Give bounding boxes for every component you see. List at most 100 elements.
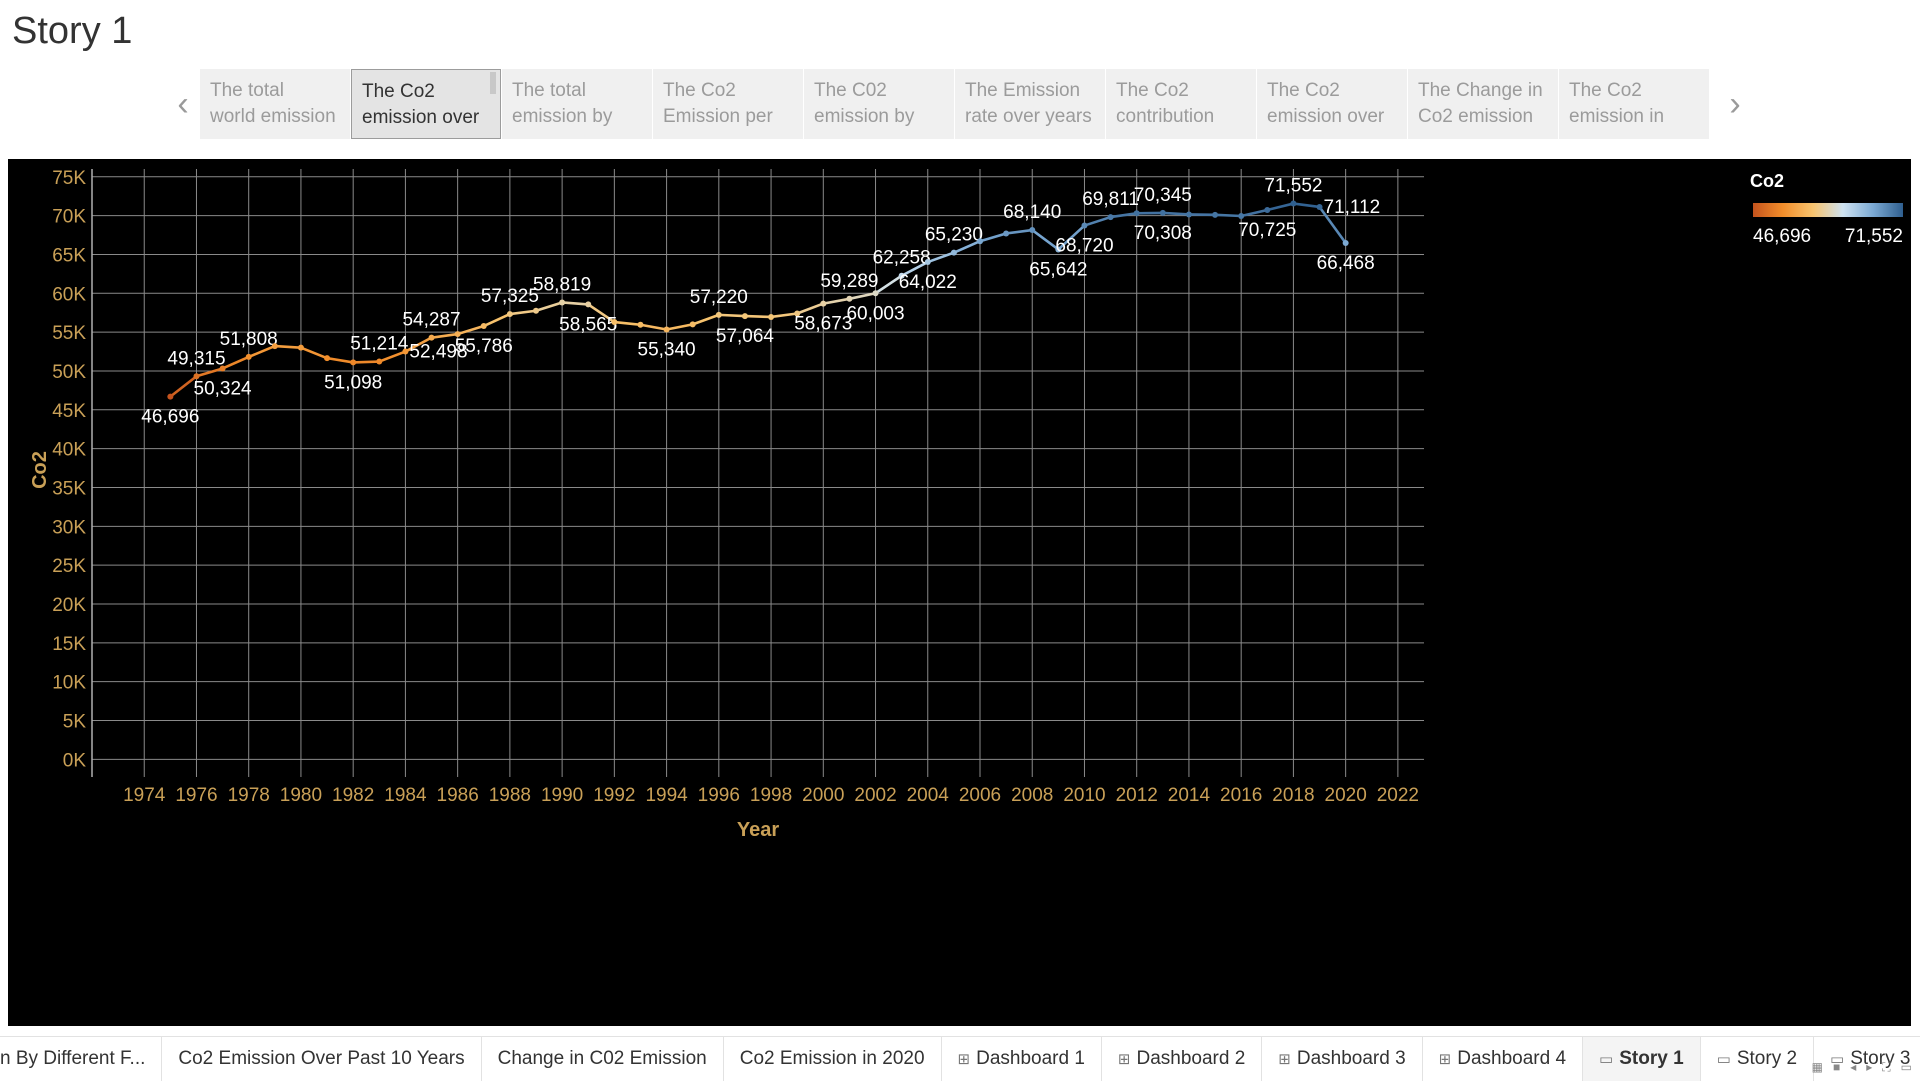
data-point[interactable] <box>1212 212 1218 218</box>
data-point[interactable] <box>1317 204 1323 210</box>
legend-color-ramp <box>1753 203 1903 217</box>
story-icon: ▭ <box>1717 1050 1731 1068</box>
co2-line-chart[interactable]: 75K70K65K60K55K50K45K40K35K30K25K20K15K1… <box>8 159 1911 1026</box>
data-point[interactable] <box>1186 211 1192 217</box>
data-point[interactable] <box>873 290 879 296</box>
data-label: 60,003 <box>846 303 904 324</box>
data-point[interactable] <box>716 312 722 318</box>
data-point[interactable] <box>1290 201 1296 207</box>
data-point[interactable] <box>742 313 748 319</box>
data-point[interactable] <box>481 323 487 329</box>
data-point[interactable] <box>637 322 643 328</box>
data-point[interactable] <box>846 296 852 302</box>
x-tick-label: 2002 <box>854 785 896 806</box>
previous-story-point-button[interactable]: ‹ <box>168 84 198 124</box>
data-label: 51,098 <box>324 372 382 393</box>
present-icon[interactable]: ▭ <box>1901 1060 1912 1075</box>
data-point[interactable] <box>1081 223 1087 229</box>
sheet-tab-7[interactable]: ⊞ Dashboard 3 <box>1262 1037 1422 1081</box>
story-point-2[interactable]: The Co2 emission over <box>351 69 501 139</box>
data-point[interactable] <box>220 365 226 371</box>
sheet-tab-9[interactable]: ▭Story 1 <box>1583 1037 1701 1081</box>
y-tick-label: 5K <box>63 712 87 733</box>
sheet-tab-2[interactable]: Co2 Emission Over Past 10 Years <box>162 1037 481 1081</box>
dashboard-icon: ⊞ <box>1278 1050 1291 1068</box>
sheet-tab-label: Dashboard 4 <box>1457 1048 1566 1070</box>
story-point-5[interactable]: The C02 emission by <box>804 69 954 139</box>
data-point[interactable] <box>429 335 435 341</box>
data-point[interactable] <box>246 354 252 360</box>
story-point-1[interactable]: The total world emission <box>200 69 350 139</box>
story-point-10[interactable]: The Co2 emission in <box>1559 69 1709 139</box>
story-point-7[interactable]: The Co2 contribution <box>1106 69 1256 139</box>
data-point[interactable] <box>1264 207 1270 213</box>
data-label: 51,214 <box>350 334 409 355</box>
data-point[interactable] <box>585 301 591 307</box>
data-point[interactable] <box>272 343 278 349</box>
data-point[interactable] <box>1238 213 1244 219</box>
sheet-tab-1[interactable]: n By Different F... <box>0 1037 162 1081</box>
data-point[interactable] <box>664 326 670 332</box>
sheet-tab-4[interactable]: Co2 Emission in 2020 <box>724 1037 942 1081</box>
data-point[interactable] <box>925 259 931 265</box>
series-line-segment <box>640 325 666 330</box>
data-point[interactable] <box>951 250 957 256</box>
data-point[interactable] <box>1108 214 1114 220</box>
series-line-segment <box>693 315 719 324</box>
filmstrip-icon[interactable]: ■ <box>1833 1060 1840 1075</box>
series-line-segment <box>536 302 562 310</box>
data-point[interactable] <box>1029 227 1035 233</box>
sheet-tab-5[interactable]: ⊞Dashboard 1 <box>942 1037 1102 1081</box>
data-point[interactable] <box>559 299 565 305</box>
data-point[interactable] <box>507 311 513 317</box>
legend-min-label: 46,696 <box>1753 226 1811 247</box>
data-point[interactable] <box>533 308 539 314</box>
sheet-tab-8[interactable]: ⊞Dashboard 4 <box>1423 1037 1583 1081</box>
data-point[interactable] <box>690 321 696 327</box>
y-tick-label: 30K <box>52 517 86 538</box>
data-label: 58,819 <box>533 274 591 295</box>
data-point[interactable] <box>324 355 330 361</box>
sheet-tab-label: Change in C02 Emission <box>498 1048 707 1070</box>
next-story-point-button[interactable]: › <box>1720 84 1750 124</box>
x-tick-label: 2018 <box>1272 785 1314 806</box>
series-line-segment <box>745 316 771 317</box>
series-line-segment <box>275 346 301 348</box>
grid-view-icon[interactable]: ▦ <box>1812 1060 1823 1075</box>
y-tick-label: 35K <box>52 478 86 499</box>
data-point[interactable] <box>1134 210 1140 216</box>
data-point[interactable] <box>167 394 173 400</box>
data-point[interactable] <box>611 319 617 325</box>
data-label: 64,022 <box>899 272 957 293</box>
sheet-tab-label: Dashboard 3 <box>1297 1048 1406 1070</box>
y-tick-label: 75K <box>52 168 86 189</box>
data-label: 68,720 <box>1055 236 1113 257</box>
fullscreen-icon[interactable]: ⛶ <box>1882 1060 1890 1075</box>
data-point[interactable] <box>768 314 774 320</box>
story-point-9[interactable]: The Change in Co2 emission <box>1408 69 1558 139</box>
y-tick-label: 25K <box>52 556 86 577</box>
series-line-segment <box>797 304 823 314</box>
story-point-8[interactable]: The Co2 emission over <box>1257 69 1407 139</box>
data-point[interactable] <box>820 301 826 307</box>
story-point-3[interactable]: The total emission by <box>502 69 652 139</box>
data-label: 65,642 <box>1029 259 1087 280</box>
data-label: 55,340 <box>638 339 696 360</box>
data-point[interactable] <box>1343 240 1349 246</box>
data-point[interactable] <box>1160 210 1166 216</box>
sheet-tab-3[interactable]: Change in C02 Emission <box>482 1037 724 1081</box>
scroll-left-icon[interactable]: ◂ <box>1850 1060 1856 1075</box>
data-point[interactable] <box>402 349 408 355</box>
data-point[interactable] <box>376 359 382 365</box>
story-point-4[interactable]: The Co2 Emission per <box>653 69 803 139</box>
sheet-tab-10[interactable]: ▭Story 2 <box>1701 1037 1814 1081</box>
sheet-tab-6[interactable]: ⊞Dashboard 2 <box>1102 1037 1262 1081</box>
data-point[interactable] <box>1003 230 1009 236</box>
data-point[interactable] <box>350 359 356 365</box>
story-point-6[interactable]: The Emission rate over years <box>955 69 1105 139</box>
x-tick-label: 2020 <box>1325 785 1367 806</box>
data-point[interactable] <box>298 345 304 351</box>
scroll-right-icon[interactable]: ▸ <box>1866 1060 1872 1075</box>
series-line-segment <box>327 358 353 362</box>
data-point[interactable] <box>977 238 983 244</box>
